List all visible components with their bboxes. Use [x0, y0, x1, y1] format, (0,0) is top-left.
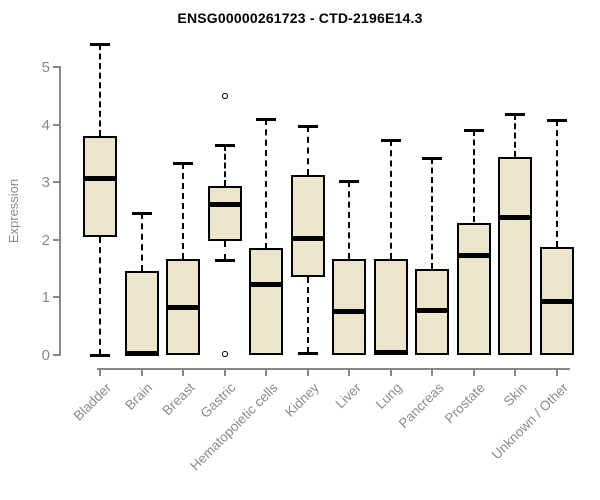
x-tick	[473, 370, 475, 376]
whisker-cap-lower	[298, 352, 318, 355]
x-tick-label-prostate: Prostate	[441, 380, 488, 427]
x-tick-label-unknown-other: Unknown / Other	[488, 380, 571, 463]
x-tick-label-liver: Liver	[332, 380, 364, 412]
x-tick-label-kidney: Kidney	[281, 380, 322, 420]
whisker-upper	[141, 213, 143, 271]
box	[498, 157, 532, 355]
y-axis-line	[59, 66, 61, 356]
y-tick	[53, 66, 59, 68]
whisker-cap-upper	[505, 113, 525, 116]
x-tick-label-breast: Breast	[159, 380, 198, 419]
y-tick	[53, 124, 59, 126]
whisker-upper	[390, 140, 392, 259]
whisker-upper	[514, 114, 516, 157]
box	[249, 248, 283, 355]
whisker-cap-upper	[132, 212, 152, 215]
box	[125, 271, 159, 355]
whisker-upper	[224, 145, 226, 186]
whisker-cap-lower	[215, 259, 235, 262]
whisker-upper	[99, 44, 101, 136]
median-line	[291, 236, 325, 241]
x-tick	[224, 370, 226, 376]
x-tick	[390, 370, 392, 376]
whisker-upper	[431, 158, 433, 269]
outlier-point	[222, 351, 228, 357]
whisker-cap-upper	[298, 125, 318, 128]
x-tick	[348, 370, 350, 376]
whisker-cap-upper	[381, 139, 401, 142]
x-tick	[431, 370, 433, 376]
median-line	[332, 309, 366, 314]
box	[332, 259, 366, 355]
x-tick	[182, 370, 184, 376]
x-tick	[307, 370, 309, 376]
x-tick-label-gastric: Gastric	[197, 380, 239, 421]
x-tick	[514, 370, 516, 376]
whisker-cap-upper	[215, 144, 235, 147]
median-line	[208, 202, 242, 207]
median-line	[415, 308, 449, 313]
median-line	[498, 215, 532, 220]
whisker-upper	[556, 120, 558, 247]
x-tick	[99, 370, 101, 376]
chart-title: ENSG00000261723 - CTD-2196E14.3	[177, 10, 423, 26]
x-tick-label-pancreas: Pancreas	[395, 380, 447, 431]
whisker-lower	[224, 241, 226, 260]
whisker-cap-upper	[90, 43, 110, 46]
y-tick-label-1: 1	[41, 289, 50, 306]
median-line	[249, 282, 283, 287]
median-line	[83, 176, 117, 181]
x-axis-line	[97, 368, 570, 370]
y-tick	[53, 354, 59, 356]
y-tick-label-3: 3	[41, 174, 50, 191]
median-line	[125, 351, 159, 356]
whisker-upper	[182, 163, 184, 259]
y-tick-label-0: 0	[41, 347, 50, 364]
box	[83, 136, 117, 237]
y-tick	[53, 181, 59, 183]
x-tick	[556, 370, 558, 376]
median-line	[374, 350, 408, 355]
x-tick-label-skin: Skin	[500, 380, 530, 410]
x-tick	[265, 370, 267, 376]
whisker-cap-upper	[547, 119, 567, 122]
y-tick	[53, 239, 59, 241]
whisker-cap-upper	[173, 162, 193, 165]
box	[291, 175, 325, 277]
median-line	[540, 299, 574, 304]
y-tick-label-2: 2	[41, 232, 50, 249]
y-tick-label-5: 5	[41, 59, 50, 76]
x-tick	[141, 370, 143, 376]
median-line	[166, 305, 200, 310]
whisker-cap-upper	[339, 180, 359, 183]
whisker-lower	[99, 237, 101, 355]
whisker-cap-upper	[422, 157, 442, 160]
whisker-upper	[307, 126, 309, 175]
x-tick-label-brain: Brain	[122, 380, 156, 413]
y-tick	[53, 296, 59, 298]
outlier-point	[222, 93, 228, 99]
whisker-upper	[473, 130, 475, 222]
box	[208, 186, 242, 241]
whisker-lower	[307, 277, 309, 353]
box	[457, 223, 491, 355]
x-tick-label-bladder: Bladder	[71, 380, 115, 424]
whisker-upper	[348, 181, 350, 259]
median-line	[457, 253, 491, 258]
whisker-cap-upper	[464, 129, 484, 132]
y-tick-label-4: 4	[41, 117, 50, 134]
x-tick-label-lung: Lung	[372, 380, 405, 412]
whisker-cap-lower	[90, 354, 110, 357]
whisker-cap-upper	[256, 118, 276, 121]
box	[374, 259, 408, 355]
whisker-upper	[265, 119, 267, 249]
